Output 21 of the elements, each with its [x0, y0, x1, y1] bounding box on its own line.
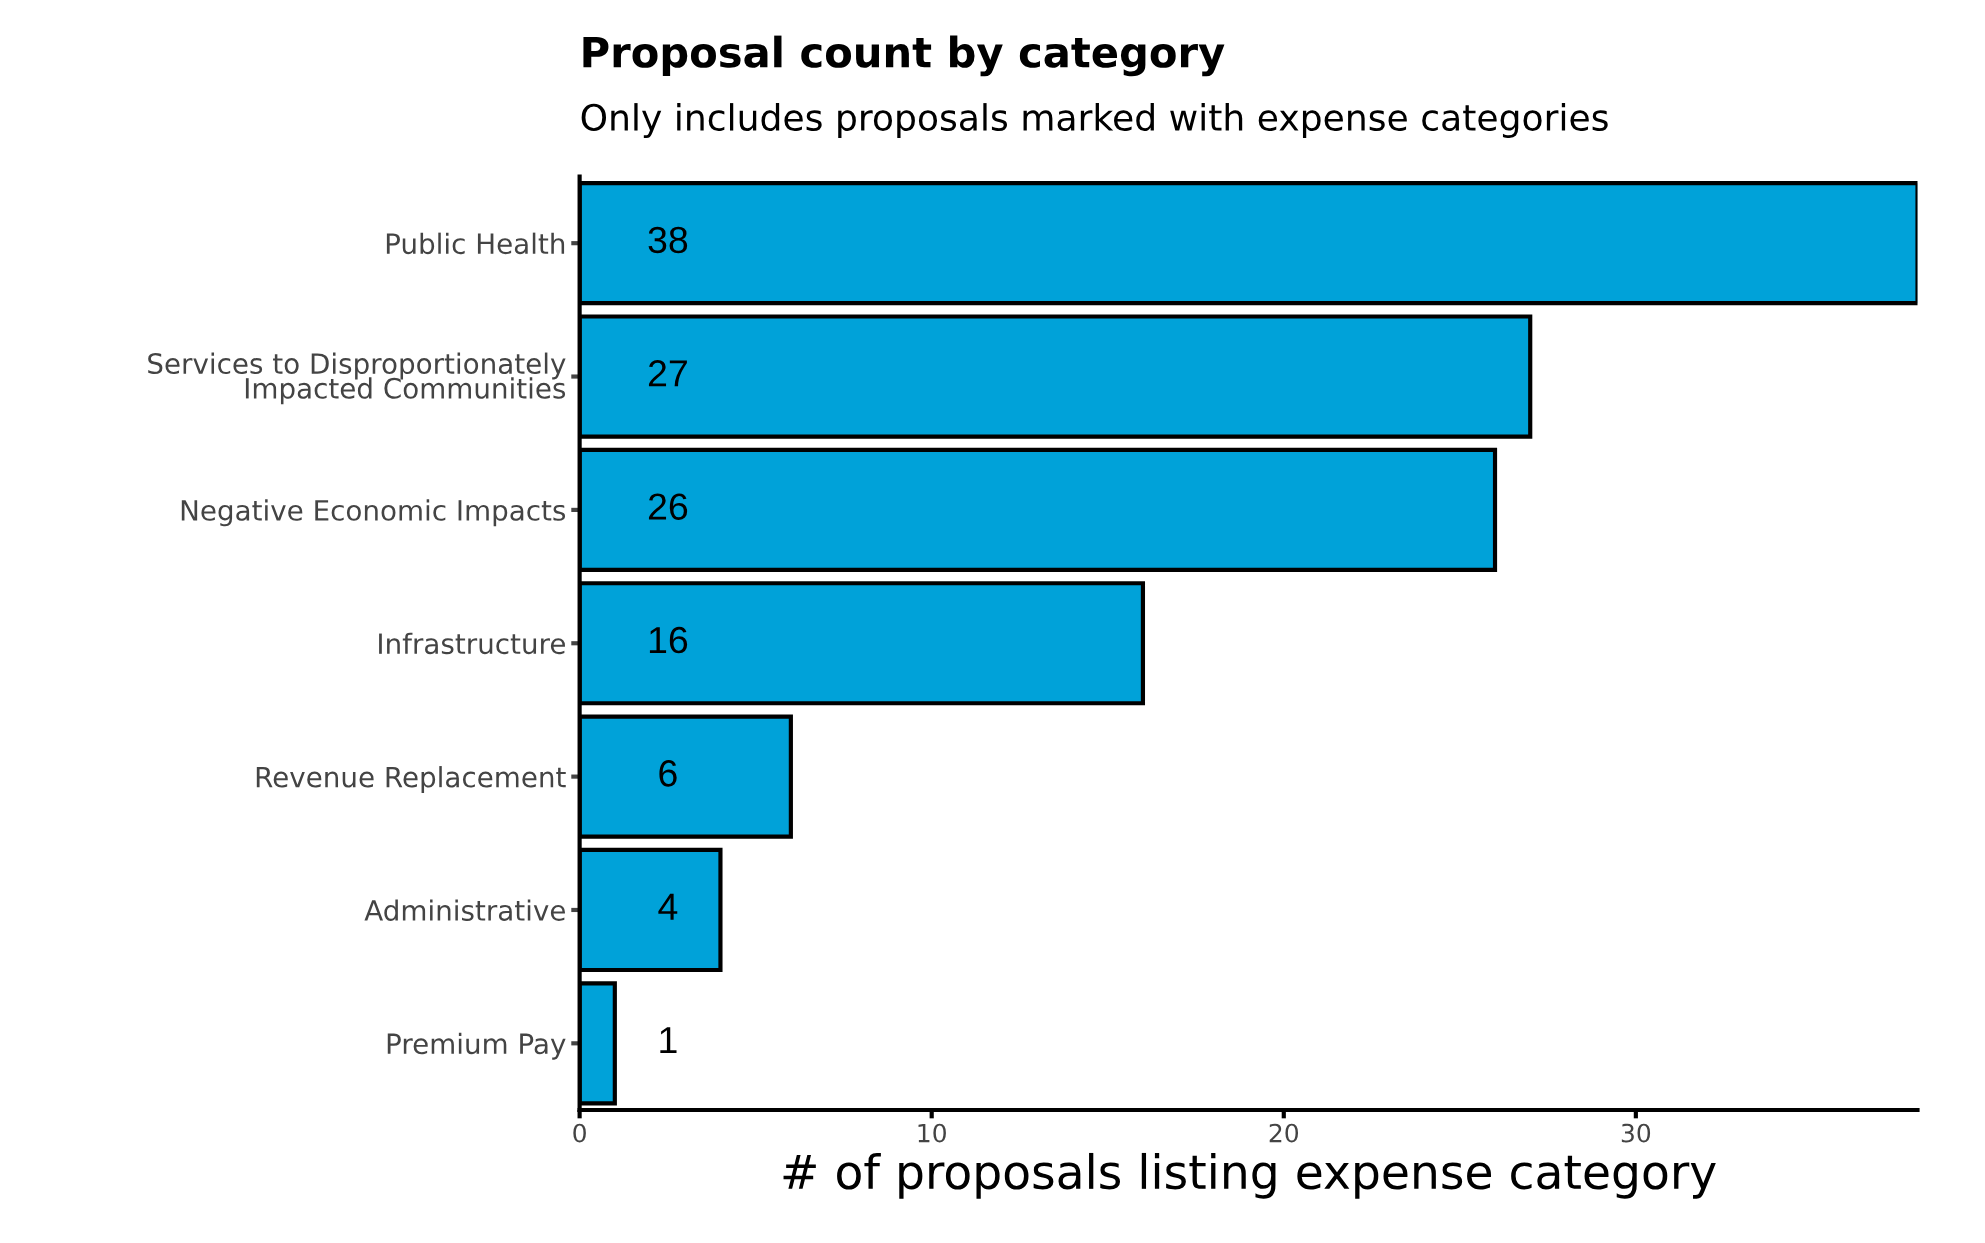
data-label: 38 [648, 226, 688, 254]
x-tick-label: 0 [573, 1123, 586, 1143]
data-label: 1 [660, 1027, 677, 1054]
data-label: 6 [659, 760, 677, 787]
x-tick-label: 10 [918, 1123, 946, 1143]
y-tick-label: Public Health [386, 232, 565, 255]
y-tick-label: Administrative [364, 899, 565, 921]
x-tick-label: 30 [1621, 1123, 1651, 1143]
y-tick-label: Negative Economic Impacts [181, 499, 566, 527]
y-tick-label: Services to Disproportionately Impacted Communities [148, 352, 566, 405]
chart-title: Proposal count by category [583, 35, 1225, 77]
data-label: 26 [648, 493, 688, 520]
data-label: 27 [648, 360, 687, 387]
x-axis-title: # of proposals listing expense category [783, 1152, 1716, 1199]
chart-subtitle: Only includes proposals marked with expense categories [581, 103, 1608, 139]
x-tick-label: 20 [1269, 1123, 1299, 1143]
y-tick-label: Infrastructure [379, 632, 565, 655]
data-label: 4 [658, 893, 678, 920]
data-label: 16 [649, 626, 688, 654]
y-tick-label: Revenue Replacement [256, 766, 566, 793]
y-tick-label: Premium Pay [387, 1032, 566, 1060]
